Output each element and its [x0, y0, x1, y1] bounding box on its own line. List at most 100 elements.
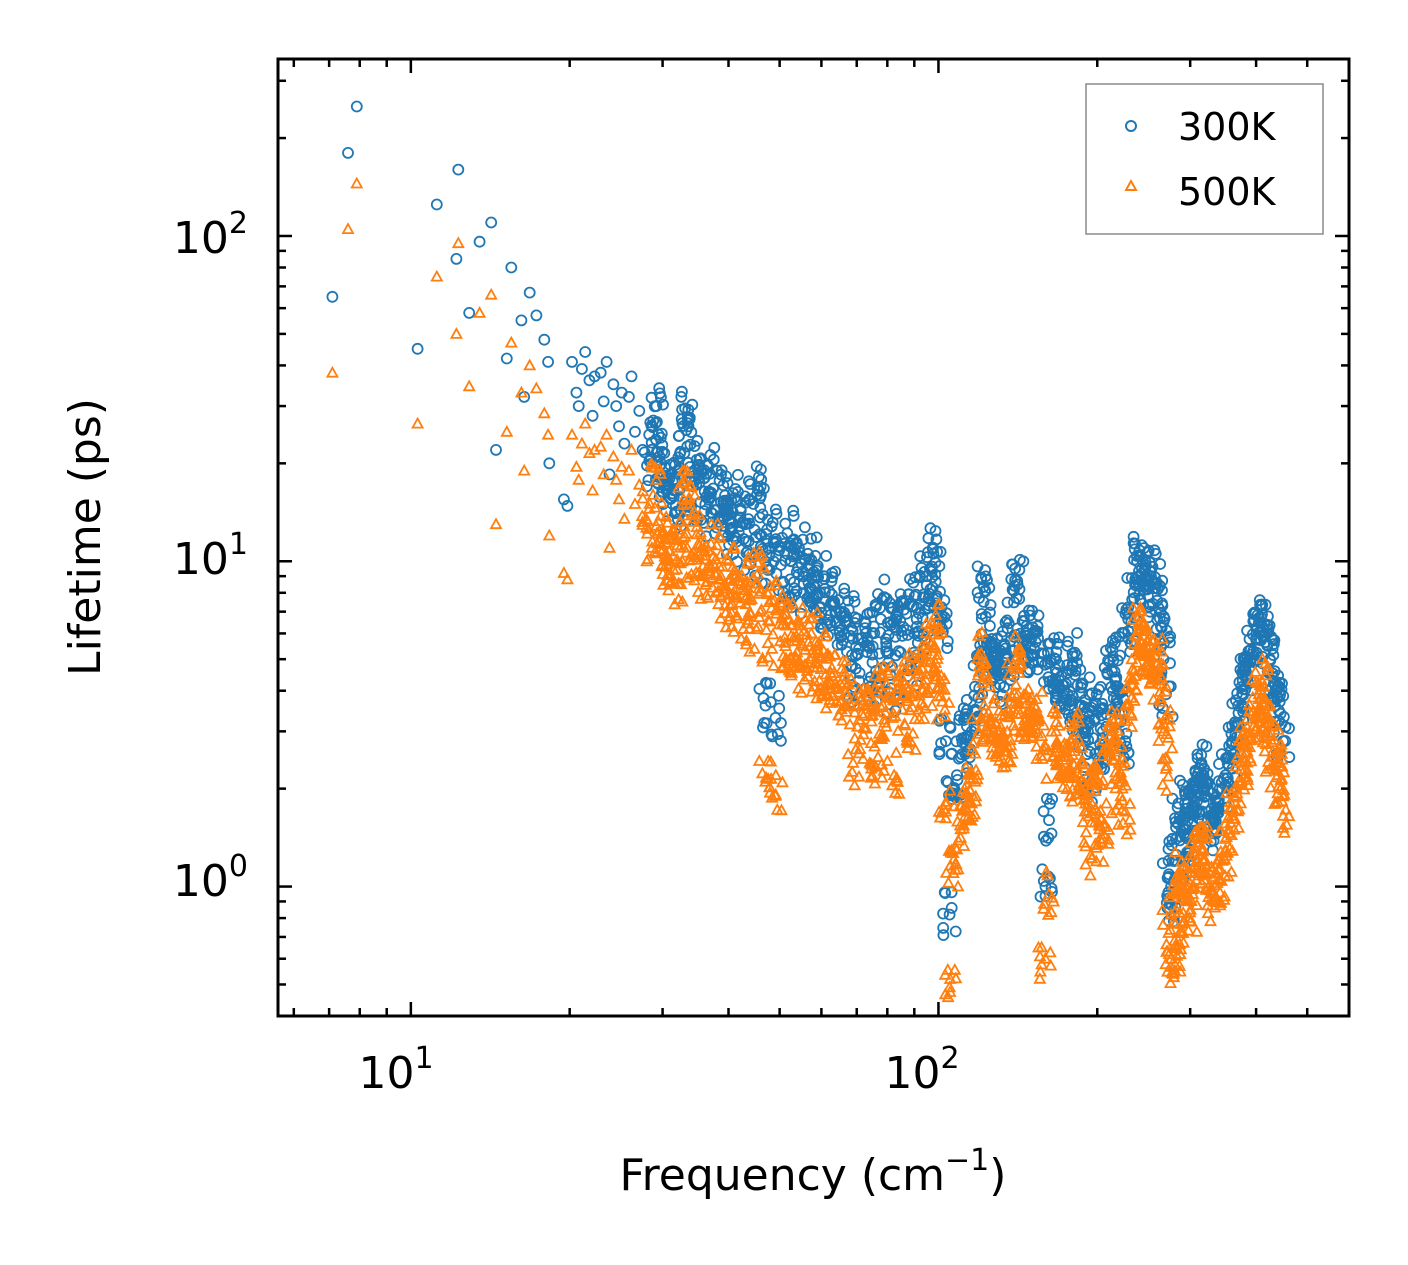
point-300K-40: [625, 370, 638, 383]
point-300K-76-8: [758, 717, 771, 729]
point-300K-64-8: [715, 468, 727, 481]
point-500K-132-7: [972, 665, 986, 677]
point-500K-172-6: [1103, 719, 1117, 731]
point-500K-172-8: [1105, 704, 1119, 716]
point-300K-132-8: [971, 560, 984, 573]
point-500K-169-6: [1102, 823, 1116, 835]
point-500K-93-8: [823, 649, 837, 662]
point-500K-65-8: [712, 559, 726, 572]
point-500K-178: [1124, 691, 1138, 703]
point-500K-124-7: [941, 875, 955, 888]
point-500K-207-8: [1195, 820, 1209, 833]
point-500K-129-8: [960, 786, 974, 799]
point-300K-45-4: [638, 446, 651, 459]
point-500K-130-6: [969, 794, 983, 807]
point-300K-173-1: [1114, 649, 1126, 662]
point-500K-123: [943, 980, 957, 993]
point-500K-216-3: [1221, 811, 1235, 823]
point-300K-142-3: [1001, 596, 1014, 609]
point-500K-118-4: [919, 626, 933, 639]
point-300K-103: [867, 620, 880, 633]
point-500K-230-1: [1271, 722, 1285, 735]
point-300K-123-1: [937, 922, 950, 934]
point-300K-119-6: [934, 546, 947, 558]
point-300K-185-8: [1148, 544, 1161, 557]
point-500K-218-8: [1229, 781, 1243, 794]
point-500K-21: [560, 572, 574, 585]
point-500K-141-8: [1000, 690, 1014, 703]
point-500K-52-3: [662, 552, 676, 564]
point-500K-125-8: [947, 852, 961, 865]
point-500K-152-8: [1047, 894, 1061, 907]
point-500K-12: [504, 335, 518, 348]
point-500K-74-3: [747, 546, 761, 558]
point-500K-77-6: [761, 650, 775, 663]
point-300K-94-7: [825, 596, 838, 609]
point-500K-96-1: [843, 717, 857, 730]
point-300K-88-7: [798, 552, 811, 565]
point-500K-167-6: [1096, 744, 1110, 756]
point-500K-143-7: [1014, 657, 1028, 670]
point-500K-214-8: [1214, 824, 1228, 837]
point-300K-41: [629, 425, 641, 438]
point-500K-222-8: [1238, 738, 1252, 750]
point-500K-217-2: [1232, 802, 1246, 815]
point-500K-75-1: [752, 586, 766, 599]
point-500K-46-2: [640, 526, 654, 539]
point-500K-96-7: [832, 708, 846, 721]
point-300K-110-4: [889, 649, 902, 662]
point-500K-59-4: [685, 515, 699, 527]
point-500K-145-7: [1010, 697, 1024, 709]
point-300K-217-7: [1225, 727, 1238, 740]
point-500K-175-7: [1109, 781, 1123, 794]
point-500K-85-8: [785, 618, 799, 631]
point-500K-135-6: [989, 717, 1003, 730]
point-500K-98: [846, 756, 860, 768]
point-300K-64-7: [705, 486, 718, 499]
point-500K-3: [411, 416, 425, 429]
point-500K-190-1: [1152, 734, 1166, 746]
point-500K-106-6: [874, 700, 888, 713]
point-500K-233-7: [1277, 765, 1291, 778]
point-500K-160-2: [1062, 750, 1076, 762]
point-300K-159-6: [1062, 635, 1074, 648]
point-500K-160-7: [1066, 757, 1080, 769]
point-300K-75-6: [754, 511, 766, 524]
point-300K-133-5: [975, 612, 988, 625]
point-300K-51-5: [658, 447, 671, 459]
point-300K-47-8: [653, 382, 666, 395]
point-500K-79-8: [769, 787, 783, 800]
point-500K-108-4: [880, 754, 894, 766]
point-300K-85-2: [799, 521, 811, 534]
point-500K-117-8: [920, 653, 934, 665]
point-500K-101-4: [861, 689, 876, 702]
point-500K-187-2: [1145, 633, 1159, 646]
point-300K-57-7: [683, 411, 696, 424]
point-500K-91-3: [810, 660, 824, 672]
point-500K-66-1: [714, 611, 728, 624]
point-500K-119-5: [927, 621, 942, 634]
point-500K-124-3: [939, 866, 953, 878]
point-500K-76-6: [761, 754, 775, 766]
point-500K-229-7: [1266, 719, 1280, 732]
point-500K-148-4: [1021, 682, 1035, 695]
point-500K-99-5: [844, 698, 858, 711]
point-300K-83-8: [784, 555, 797, 567]
point-500K-159-8: [1071, 732, 1085, 745]
point-300K-216-1: [1220, 751, 1233, 764]
point-500K-155-6: [1049, 754, 1063, 767]
point-300K-158-1: [1064, 693, 1077, 706]
point-500K-97-7: [844, 672, 858, 684]
point-300K-118-5: [922, 532, 935, 545]
point-500K-217-7: [1223, 795, 1237, 808]
point-300K-85-4: [787, 548, 800, 561]
point-300K-9: [485, 216, 498, 229]
point-500K-191-6: [1160, 784, 1174, 796]
point-500K-131-7: [968, 746, 982, 759]
point-500K-98-5: [852, 769, 866, 782]
point-300K-47-2: [648, 400, 661, 413]
point-500K-153-8: [1039, 771, 1054, 784]
point-500K-70-1: [730, 587, 744, 600]
point-500K-182-1: [1130, 655, 1144, 668]
point-500K-189-8: [1159, 679, 1173, 692]
